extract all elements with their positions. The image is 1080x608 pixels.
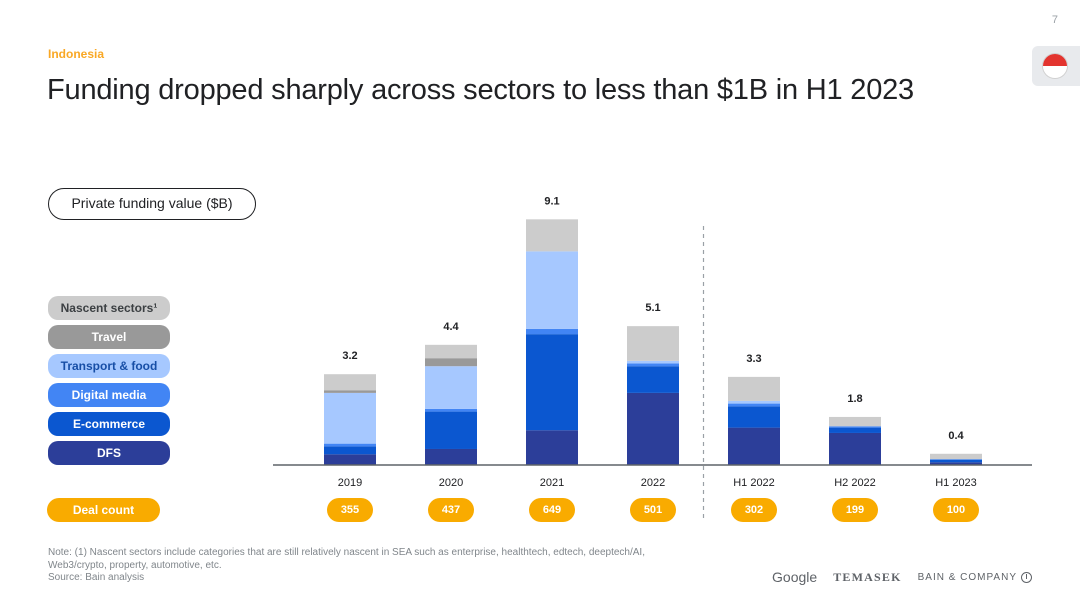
x-tick-label: H2 2022 bbox=[834, 477, 876, 489]
footnote-line-1: Note: (1) Nascent sectors include catego… bbox=[48, 547, 645, 558]
bar-segment-ecommerce-2 bbox=[526, 334, 578, 431]
page-title: Funding dropped sharply across sectors t… bbox=[47, 74, 914, 106]
bar-segment-digitalmedia-2 bbox=[526, 328, 578, 335]
bar-total-label: 1.8 bbox=[847, 393, 862, 405]
footnote-line-2: Web3/crypto, property, automotive, etc. bbox=[48, 559, 222, 571]
deal-count-pill: 437 bbox=[428, 498, 474, 522]
google-logo: Google bbox=[772, 569, 818, 585]
deal-count-label: Deal count bbox=[47, 498, 160, 522]
footnote: Note: (1) Nascent sectors include catego… bbox=[48, 547, 645, 585]
bar-segment-transportfood-0 bbox=[324, 392, 376, 444]
region-label: Indonesia bbox=[48, 47, 105, 61]
bar-total-label: 9.1 bbox=[544, 195, 559, 207]
bar-segment-nascentsectors-6 bbox=[930, 453, 982, 460]
bar-total-label: 4.4 bbox=[443, 321, 459, 333]
x-tick-label: 2021 bbox=[540, 477, 564, 489]
bar-segment-dfs-5 bbox=[829, 432, 881, 465]
bar-segment-digitalmedia-1 bbox=[425, 408, 477, 412]
x-tick-label: 2022 bbox=[641, 477, 665, 489]
bain-logo-text: BAIN & COMPANY bbox=[917, 571, 1017, 583]
deal-count-pill: 199 bbox=[832, 498, 878, 522]
bar-segment-transportfood-2 bbox=[526, 251, 578, 329]
bar-segment-nascentsectors-1 bbox=[425, 344, 477, 359]
legend-item-dfs: DFS bbox=[48, 441, 170, 465]
bar-segment-transportfood-4 bbox=[728, 400, 780, 404]
deal-count-pill: 649 bbox=[529, 498, 575, 522]
bar-segment-nascentsectors-0 bbox=[324, 374, 376, 391]
deal-count-pill: 302 bbox=[731, 498, 777, 522]
bar-segment-nascentsectors-2 bbox=[526, 219, 578, 252]
bar-segment-ecommerce-1 bbox=[425, 411, 477, 449]
x-tick-label: 2020 bbox=[439, 477, 463, 489]
bar-segment-ecommerce-3 bbox=[627, 366, 679, 393]
x-tick-label: H1 2022 bbox=[733, 477, 775, 489]
bar-segment-dfs-1 bbox=[425, 448, 477, 465]
bar-segment-ecommerce-0 bbox=[324, 446, 376, 455]
x-tick-label: 2019 bbox=[338, 477, 362, 489]
country-flag-tab[interactable] bbox=[1032, 46, 1080, 86]
bar-segment-travel-1 bbox=[425, 358, 477, 367]
bar-segment-digitalmedia-5 bbox=[829, 426, 881, 428]
bar-total-label: 0.4 bbox=[948, 430, 964, 442]
bar-segment-digitalmedia-3 bbox=[627, 363, 679, 367]
bar-segment-ecommerce-6 bbox=[930, 459, 982, 463]
legend-item-digital-media: Digital media bbox=[48, 383, 170, 407]
bar-total-label: 3.2 bbox=[342, 350, 357, 362]
bar-segment-nascentsectors-5 bbox=[829, 416, 881, 427]
bain-mark-icon bbox=[1021, 571, 1032, 583]
legend-item-travel: Travel bbox=[48, 325, 170, 349]
bar-segment-ecommerce-4 bbox=[728, 406, 780, 428]
temasek-logo: TEMASEK bbox=[833, 569, 902, 584]
bar-segment-ecommerce-5 bbox=[829, 427, 881, 433]
bar-segment-digitalmedia-0 bbox=[324, 443, 376, 447]
bar-segment-dfs-2 bbox=[526, 430, 578, 465]
bar-segment-digitalmedia-6 bbox=[930, 459, 982, 460]
legend-item-nascent: Nascent sectors¹ bbox=[48, 296, 170, 320]
bar-total-label: 5.1 bbox=[645, 302, 660, 314]
unit-label-pill: Private funding value ($B) bbox=[48, 188, 256, 220]
bar-segment-nascentsectors-4 bbox=[728, 376, 780, 401]
deal-count-pill: 501 bbox=[630, 498, 676, 522]
bain-logo: BAIN & COMPANY bbox=[917, 571, 1032, 583]
bar-segment-dfs-3 bbox=[627, 392, 679, 465]
bar-segment-transportfood-3 bbox=[627, 360, 679, 364]
bar-segment-dfs-0 bbox=[324, 454, 376, 465]
indonesia-flag-icon bbox=[1043, 54, 1067, 78]
source-note: Source: Bain analysis bbox=[48, 572, 145, 583]
legend-item-transport-food: Transport & food bbox=[48, 354, 170, 378]
partner-logos: Google TEMASEK BAIN & COMPANY bbox=[772, 569, 1032, 585]
bar-total-label: 3.3 bbox=[746, 353, 761, 365]
bar-segment-travel-0 bbox=[324, 390, 376, 393]
legend-item-e-commerce: E-commerce bbox=[48, 412, 170, 436]
bar-segment-dfs-6 bbox=[930, 462, 982, 465]
bar-segment-dfs-4 bbox=[728, 427, 780, 465]
bar-segment-digitalmedia-4 bbox=[728, 403, 780, 407]
x-tick-label: H1 2023 bbox=[935, 477, 977, 489]
bar-segment-nascentsectors-3 bbox=[627, 326, 679, 361]
deal-count-pill: 100 bbox=[933, 498, 979, 522]
page-number: 7 bbox=[1051, 14, 1058, 26]
bar-segment-transportfood-1 bbox=[425, 366, 477, 409]
deal-count-pill: 355 bbox=[327, 498, 373, 522]
